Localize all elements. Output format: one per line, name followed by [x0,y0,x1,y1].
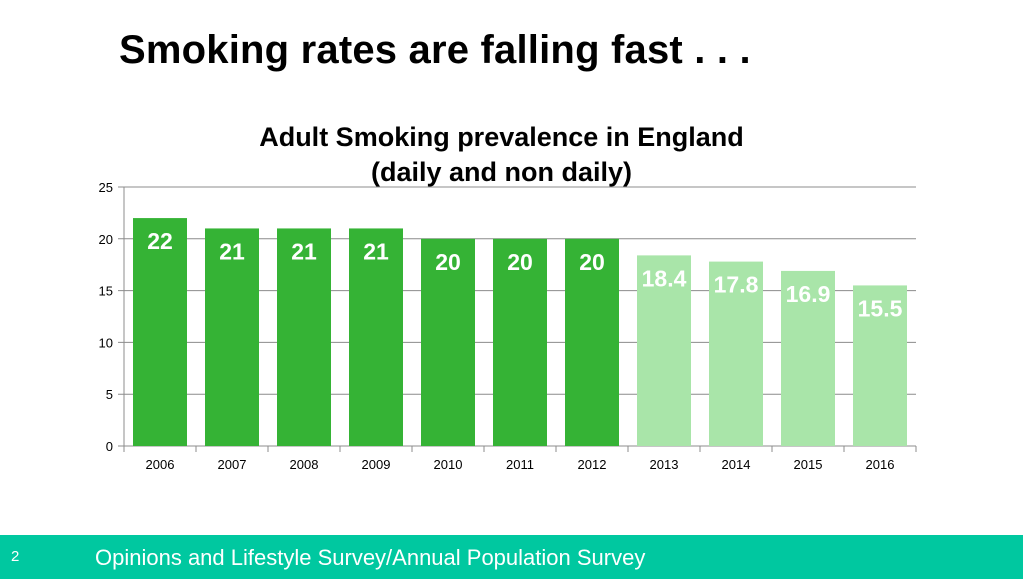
footer-bar: 2 Opinions and Lifestyle Survey/Annual P… [0,535,1023,579]
data-label: 20 [507,249,533,275]
bar [277,228,331,446]
data-label: 22 [147,228,173,254]
y-tick-label: 5 [106,387,113,402]
data-label: 16.9 [786,281,831,307]
bar-chart: 0 5 10 15 20 25 22 2006 21 2007 21 2008 21 2009 20 2010… [99,180,917,472]
bar [349,228,403,446]
bar [853,285,907,446]
x-tick-label: 2008 [290,457,319,472]
chart-title: Adult Smoking prevalence in England (dai… [0,120,1003,190]
data-label: 21 [219,238,245,264]
slide-title: Smoking rates are falling fast . . . [119,28,751,72]
bar [637,255,691,446]
data-label: 17.8 [714,272,759,298]
x-tick-label: 2013 [650,457,679,472]
bar [421,238,475,446]
chart-title-line-2: (daily and non daily) [370,157,633,187]
x-tick-label: 2012 [578,457,607,472]
x-tick-label: 2007 [218,457,247,472]
source-text: Opinions and Lifestyle Survey/Annual Pop… [95,545,646,570]
data-label: 20 [435,249,461,275]
x-tick-label: 2009 [362,457,391,472]
y-tick-label: 0 [106,439,113,454]
x-tick-label: 2010 [434,457,463,472]
x-tick-label: 2014 [722,457,751,472]
bar [565,238,619,446]
y-tick-label: 25 [99,180,113,195]
chart-title-line-1: Adult Smoking prevalence in England [259,122,744,152]
y-tick-label: 10 [99,335,113,350]
x-tick-label: 2011 [506,457,534,472]
x-tick-label: 2006 [146,457,175,472]
data-label: 21 [363,238,389,264]
page-number: 2 [11,548,20,565]
bar [133,218,187,446]
y-tick-label: 15 [99,284,113,299]
bar [709,261,763,446]
bar [781,270,835,446]
data-label: 20 [579,249,605,275]
x-tick-label: 2016 [866,457,895,472]
data-label: 15.5 [858,295,903,321]
data-label: 18.4 [642,265,687,291]
y-tick-label: 20 [99,232,113,247]
x-tick-label: 2015 [794,457,823,472]
bar [205,228,259,446]
data-label: 21 [291,238,317,264]
bar [493,238,547,446]
